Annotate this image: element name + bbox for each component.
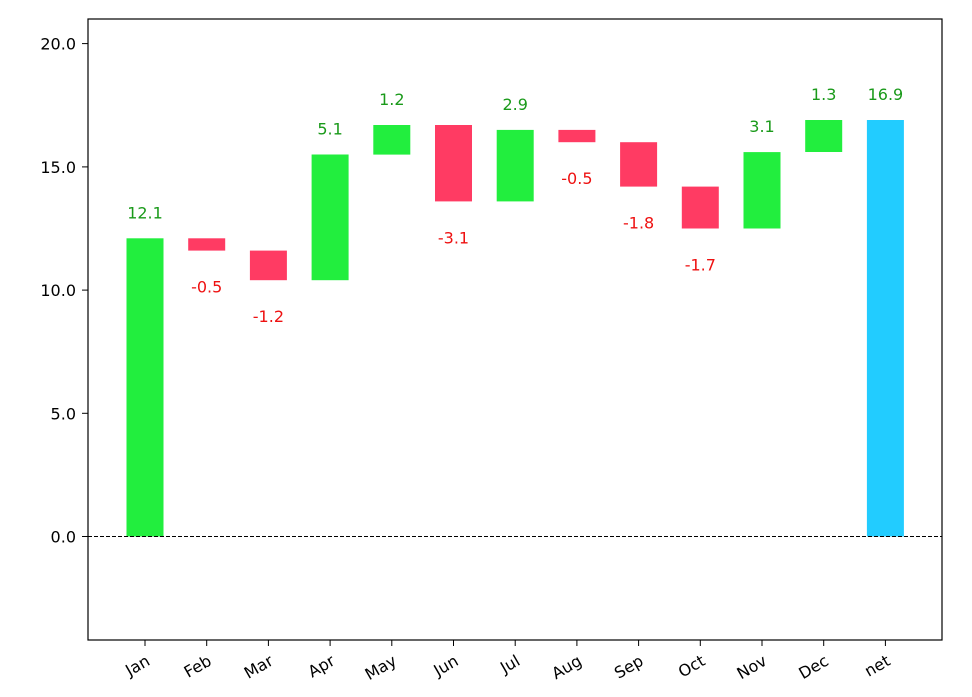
y-axis: 0.0 5.0 10.0 15.0 20.0 [40,35,88,547]
bar-net [866,120,904,537]
data-label-nov: 3.1 [749,117,774,136]
data-labels-group: 12.1 -0.5 -1.2 5.1 1.2 -3.1 2.9 -0.5 -1.8 -1.7 3.1… [127,85,903,326]
x-tick-label-jan: Jan [121,651,153,680]
y-tick-label: 20.0 [40,35,76,54]
x-tick-label-net: net [861,651,893,681]
x-tick-label-oct: Oct [675,651,708,681]
bar-feb [188,238,226,251]
y-tick-label: 5.0 [51,404,76,423]
x-tick-label-mar: Mar [241,651,277,683]
data-label-jun: -3.1 [438,228,469,247]
data-label-aug: -0.5 [561,169,592,188]
bar-mar [249,250,287,281]
bars-group [126,120,904,537]
y-tick-label: 15.0 [40,158,76,177]
data-label-may: 1.2 [379,90,404,109]
x-tick-label-dec: Dec [795,651,831,683]
bar-may [373,125,411,155]
x-tick-label-apr: Apr [305,651,339,682]
data-label-net: 16.9 [868,85,904,104]
data-label-sep: -1.8 [623,214,654,233]
data-label-jul: 2.9 [502,95,527,114]
bar-aug [558,129,596,143]
x-tick-label-nov: Nov [733,651,770,683]
bar-nov [743,152,781,229]
bar-jul [496,129,534,202]
x-tick-label-jul: Jul [496,651,523,678]
data-label-oct: -1.7 [685,256,716,275]
x-tick-label-aug: Aug [548,651,585,683]
data-label-jan: 12.1 [127,203,163,222]
bar-dec [805,120,843,152]
data-label-mar: -1.2 [253,307,284,326]
bar-oct [681,186,719,229]
bar-jan [126,238,164,537]
plot-frame [87,18,943,641]
x-tick-label-sep: Sep [611,651,647,683]
x-axis: Jan Feb Mar Apr May Jun Jul Aug Sep Oct Nov Dec net [121,640,893,684]
x-tick-label-jun: Jun [429,651,461,680]
y-tick-label: 0.0 [51,528,76,547]
bar-sep [620,142,658,187]
x-tick-label-feb: Feb [181,651,215,682]
data-label-feb: -0.5 [191,278,222,297]
data-label-dec: 1.3 [811,85,836,104]
bar-apr [311,154,349,281]
data-label-apr: 5.1 [317,120,342,139]
bar-jun [435,125,472,202]
x-tick-label-may: May [362,651,400,684]
y-tick-label: 10.0 [40,281,76,300]
